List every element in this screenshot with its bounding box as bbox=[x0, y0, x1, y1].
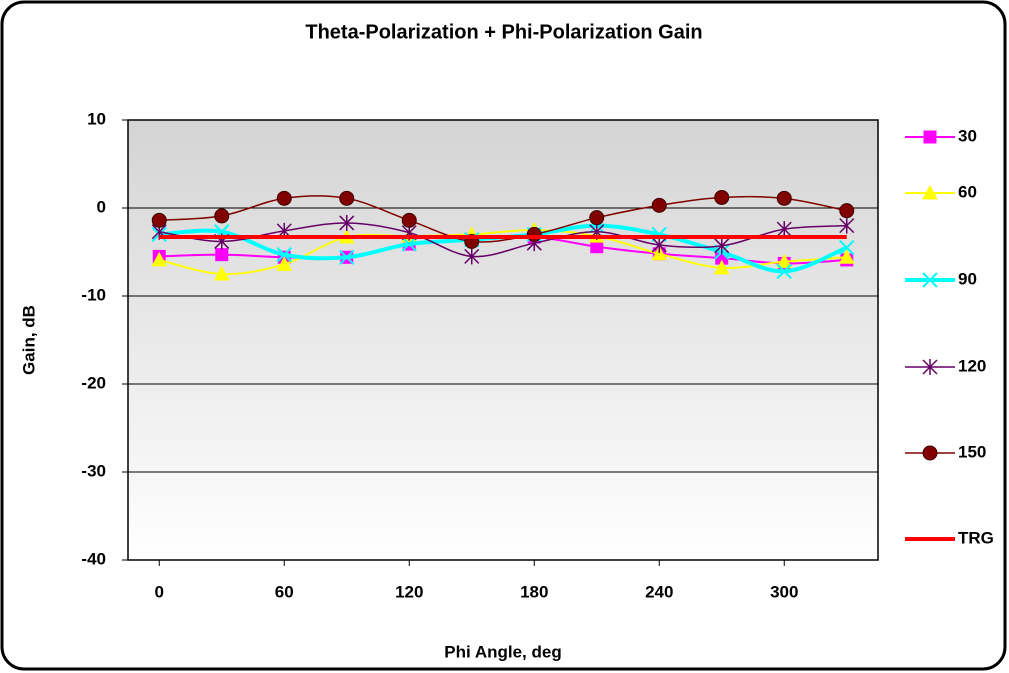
marker bbox=[339, 190, 355, 206]
marker bbox=[651, 197, 667, 213]
marker-shape bbox=[923, 130, 937, 144]
marker-shape bbox=[526, 226, 542, 242]
marker bbox=[151, 251, 168, 267]
marker bbox=[213, 265, 230, 281]
marker bbox=[214, 208, 230, 224]
plot-area bbox=[128, 120, 878, 560]
marker-shape bbox=[589, 210, 605, 226]
marker bbox=[839, 239, 855, 256]
marker-shape bbox=[838, 249, 855, 264]
x-tick-label: 240 bbox=[645, 582, 673, 601]
marker-shape bbox=[839, 203, 855, 219]
marker bbox=[339, 249, 355, 265]
marker-shape bbox=[651, 226, 667, 243]
marker-shape bbox=[214, 208, 230, 224]
marker-shape bbox=[401, 236, 417, 252]
y-tick-label: -30 bbox=[81, 461, 106, 480]
marker bbox=[776, 263, 792, 280]
marker-shape bbox=[276, 256, 293, 271]
marker bbox=[776, 190, 792, 206]
x-tick-label: 300 bbox=[770, 582, 798, 601]
x-tick-label: 180 bbox=[520, 582, 548, 601]
marker-shape bbox=[776, 253, 793, 269]
legend-label: 30 bbox=[958, 126, 977, 145]
marker bbox=[651, 236, 667, 253]
y-tick-label: 0 bbox=[97, 197, 106, 216]
marker-shape bbox=[776, 190, 792, 206]
marker bbox=[339, 214, 355, 231]
marker bbox=[922, 445, 938, 461]
legend-label: 150 bbox=[958, 442, 986, 461]
y-tick-label: 10 bbox=[87, 109, 106, 128]
marker-shape bbox=[151, 251, 168, 267]
marker bbox=[276, 256, 293, 271]
y-tick-label: -10 bbox=[81, 285, 106, 304]
marker-shape bbox=[776, 263, 792, 280]
marker bbox=[215, 248, 229, 262]
marker bbox=[923, 130, 937, 144]
marker bbox=[776, 253, 793, 269]
marker-shape bbox=[151, 212, 167, 228]
marker bbox=[714, 189, 730, 205]
plot-border bbox=[127, 119, 879, 561]
marker-shape bbox=[922, 445, 938, 461]
marker bbox=[464, 248, 480, 265]
y-tick-label: -40 bbox=[81, 549, 106, 568]
marker bbox=[922, 272, 938, 288]
chart-title: Theta-Polarization + Phi-Polarization Ga… bbox=[305, 21, 702, 43]
marker-shape bbox=[651, 197, 667, 213]
marker-shape bbox=[401, 212, 417, 228]
marker-shape bbox=[713, 259, 730, 275]
x-tick-label: 0 bbox=[155, 582, 164, 601]
legend-label: 120 bbox=[958, 356, 986, 375]
marker bbox=[151, 212, 167, 228]
marker-shape bbox=[922, 184, 938, 200]
marker bbox=[401, 212, 417, 228]
marker-shape bbox=[276, 246, 292, 263]
marker-shape bbox=[839, 239, 855, 256]
marker bbox=[651, 226, 667, 243]
marker bbox=[714, 237, 730, 254]
y-axis-title: Gain, dB bbox=[19, 305, 38, 375]
marker bbox=[651, 245, 668, 261]
marker bbox=[401, 236, 417, 252]
marker-shape bbox=[215, 248, 229, 262]
marker-shape bbox=[339, 249, 355, 265]
y-tick-label: -20 bbox=[81, 373, 106, 392]
marker bbox=[526, 226, 542, 242]
legend-label: TRG bbox=[958, 528, 994, 547]
marker bbox=[838, 249, 855, 264]
marker-shape bbox=[714, 189, 730, 205]
marker-shape bbox=[339, 190, 355, 206]
marker bbox=[276, 246, 292, 263]
legend-label: 90 bbox=[958, 269, 977, 288]
legend-label: 60 bbox=[958, 182, 977, 201]
x-axis-title: Phi Angle, deg bbox=[444, 642, 561, 661]
marker bbox=[776, 221, 792, 238]
marker-shape bbox=[213, 265, 230, 281]
marker bbox=[276, 190, 292, 206]
marker bbox=[589, 210, 605, 226]
marker-shape bbox=[922, 272, 938, 288]
x-tick-label: 60 bbox=[275, 582, 294, 601]
marker bbox=[839, 203, 855, 219]
marker bbox=[922, 359, 938, 375]
marker-shape bbox=[651, 245, 668, 261]
marker bbox=[922, 184, 938, 200]
marker-shape bbox=[276, 190, 292, 206]
marker bbox=[839, 217, 855, 234]
marker bbox=[713, 259, 730, 275]
x-tick-label: 120 bbox=[395, 582, 423, 601]
